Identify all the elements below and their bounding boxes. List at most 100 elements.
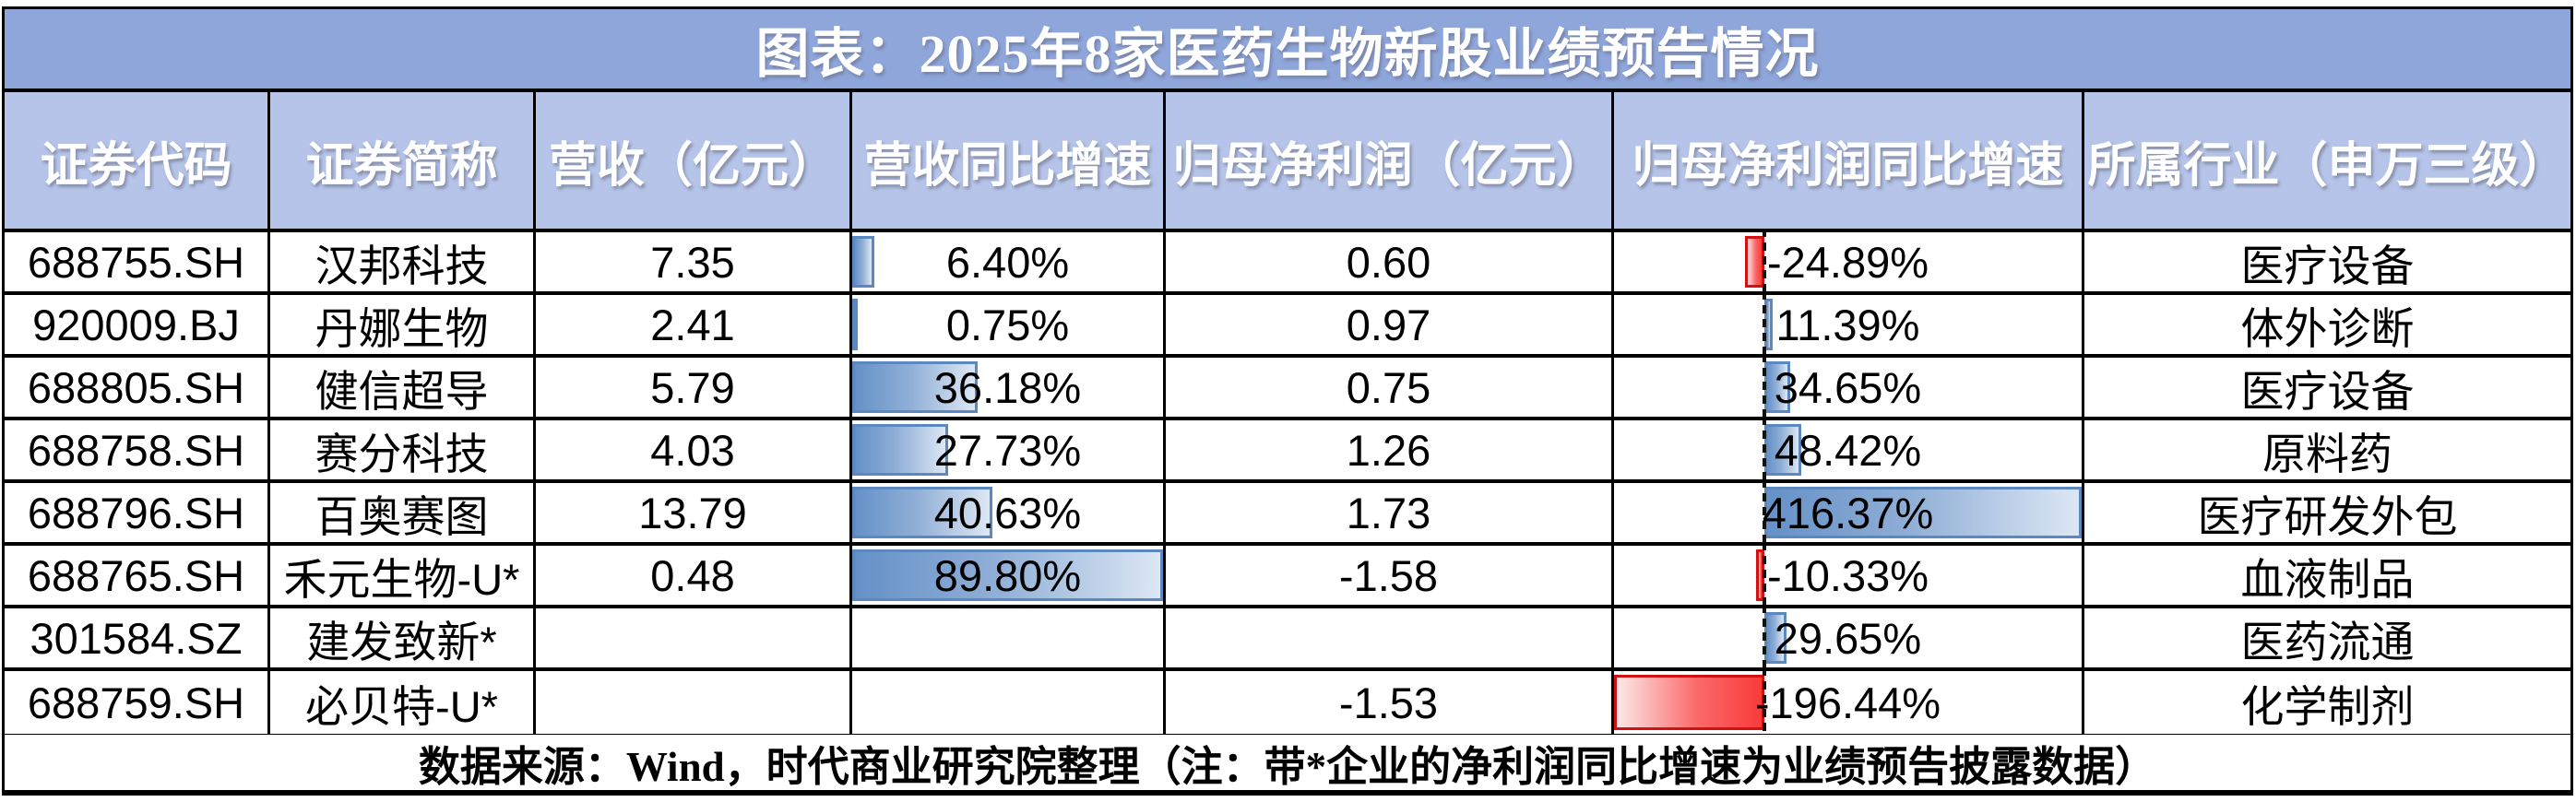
cell-profit-growth: -196.44% (1614, 671, 2084, 734)
cell-rev-growth: 36.18% (852, 358, 1166, 417)
cell-name: 建发致新* (270, 608, 536, 667)
table-row: 301584.SZ 建发致新* 29.65% 医药流通 (5, 608, 2570, 671)
cell-code-text: 920009.BJ (32, 300, 240, 349)
cell-code-text: 688759.SH (27, 678, 245, 727)
cell-name-text: 必贝特-U* (305, 681, 498, 731)
cell-profit: 0.60 (1166, 232, 1614, 291)
cell-profit-text: 0.60 (1346, 237, 1431, 287)
cell-revenue-text: 7.35 (650, 237, 735, 287)
header-cell-code: 证券代码 (5, 92, 270, 229)
cell-profit-growth-text: 11.39% (1775, 300, 1920, 349)
cell-name: 健信超导 (270, 358, 536, 417)
databar-positive (852, 548, 1163, 602)
cell-code-text: 688796.SH (27, 488, 245, 537)
cell-profit-text: 1.26 (1346, 425, 1431, 475)
cell-industry: 医疗研发外包 (2084, 483, 2570, 542)
cell-revenue-text: 2.41 (650, 300, 735, 349)
cell-code: 301584.SZ (5, 608, 270, 667)
cell-name-text: 汉邦科技 (315, 241, 489, 290)
cell-profit: 1.73 (1166, 483, 1614, 542)
zero-axis-line (1762, 483, 1766, 542)
cell-revenue (536, 671, 852, 734)
cell-name: 汉邦科技 (270, 232, 536, 291)
cell-code-text: 688765.SH (27, 550, 245, 600)
zero-axis-line (1762, 232, 1766, 291)
cell-rev-growth-text: 36.18% (933, 362, 1082, 412)
cell-rev-growth (852, 608, 1166, 667)
cell-profit-text: -1.53 (1338, 678, 1439, 727)
cell-profit-text: 0.75 (1346, 362, 1431, 412)
cell-profit-growth: 48.42% (1614, 420, 2084, 479)
cell-revenue: 7.35 (536, 232, 852, 291)
table-row: 688765.SH 禾元生物-U* 0.48 89.80% -1.58 -10.33% 血液… (5, 546, 2570, 608)
zero-axis-line (1762, 608, 1766, 667)
cell-name-text: 丹娜生物 (315, 303, 489, 353)
cell-profit-text: 0.97 (1346, 300, 1431, 349)
cell-industry-text: 原料药 (2262, 429, 2392, 478)
cell-profit-text: 1.73 (1346, 488, 1431, 537)
cell-rev-growth-text: 89.80% (933, 550, 1082, 600)
cell-profit-growth-text: -24.89% (1766, 237, 1929, 287)
cell-rev-growth: 40.63% (852, 483, 1166, 542)
cell-revenue-text: 0.48 (650, 550, 735, 600)
header-cell-industry: 所属行业（申万三级） (2087, 139, 2568, 193)
cell-name-text: 建发致新* (306, 617, 497, 666)
cell-name-text: 禾元生物-U* (283, 554, 520, 604)
cell-profit: -1.58 (1166, 546, 1614, 605)
cell-rev-growth: 89.80% (852, 546, 1166, 605)
cell-industry-text: 血液制品 (2240, 554, 2415, 604)
cell-rev-growth (852, 671, 1166, 734)
cell-profit-growth-text: 34.65% (1774, 362, 1922, 412)
cell-name-text: 赛分科技 (315, 429, 489, 478)
cell-industry: 原料药 (2084, 420, 2570, 479)
table-row: 688759.SH 必贝特-U* -1.53 -196.44% 化学制剂 (5, 671, 2570, 734)
cell-code: 688796.SH (5, 483, 270, 542)
zero-axis-line (1762, 546, 1766, 605)
table-row: 688805.SH 健信超导 5.79 36.18% 0.75 34.65% 医疗设备 (5, 358, 2570, 420)
cell-name: 必贝特-U* (270, 671, 536, 734)
cell-profit: -1.53 (1166, 671, 1614, 734)
header-cell-profit-growth: 归母净利润同比增速 (1614, 92, 2084, 229)
cell-revenue: 2.41 (536, 295, 852, 354)
cell-rev-growth-text: 27.73% (933, 425, 1082, 475)
cell-name: 禾元生物-U* (270, 546, 536, 605)
header-row: 证券代码 证券简称 营收（亿元） 营收同比增速 归母净利润（亿元） 归母净利润同… (5, 92, 2570, 232)
databar-positive (852, 486, 993, 539)
cell-rev-growth-text: 0.75% (945, 300, 1070, 349)
cell-profit (1166, 608, 1614, 667)
cell-profit-growth: -24.89% (1614, 232, 2084, 291)
table-body: 688755.SH 汉邦科技 7.35 6.40% 0.60 -24.89% 医疗设备 920… (5, 232, 2570, 734)
table-row: 920009.BJ 丹娜生物 2.41 0.75% 0.97 11.39% 体外诊断 (5, 295, 2570, 358)
cell-revenue (536, 608, 852, 667)
cell-industry-text: 医疗设备 (2240, 366, 2415, 416)
header-cell-rev-growth: 营收同比增速 (852, 92, 1166, 229)
cell-industry: 化学制剂 (2084, 671, 2570, 734)
cell-profit: 0.75 (1166, 358, 1614, 417)
cell-revenue-text: 5.79 (650, 362, 735, 412)
cell-rev-growth-text: 6.40% (945, 237, 1070, 287)
cell-revenue: 5.79 (536, 358, 852, 417)
cell-revenue: 13.79 (536, 483, 852, 542)
cell-industry: 体外诊断 (2084, 295, 2570, 354)
cell-industry-text: 体外诊断 (2240, 303, 2415, 353)
cell-code-text: 301584.SZ (30, 613, 243, 663)
cell-rev-growth-text: 40.63% (933, 488, 1082, 537)
cell-industry-text: 医疗研发外包 (2197, 491, 2458, 541)
databar-negative (1744, 235, 1764, 289)
table-row: 688758.SH 赛分科技 4.03 27.73% 1.26 48.42% 原料药 (5, 420, 2570, 483)
cell-name: 丹娜生物 (270, 295, 536, 354)
databar-positive (852, 235, 875, 289)
cell-code-text: 688755.SH (27, 237, 245, 287)
cell-profit-growth: 29.65% (1614, 608, 2084, 667)
cell-industry-text: 医疗设备 (2240, 241, 2415, 290)
databar-positive (852, 298, 858, 351)
cell-industry-text: 化学制剂 (2240, 681, 2415, 731)
cell-revenue-text: 13.79 (638, 488, 747, 537)
table-row: 688755.SH 汉邦科技 7.35 6.40% 0.60 -24.89% 医疗设备 (5, 232, 2570, 295)
cell-profit: 1.26 (1166, 420, 1614, 479)
cell-profit-growth: 34.65% (1614, 358, 2084, 417)
cell-revenue-text: 4.03 (650, 425, 735, 475)
cell-code: 688755.SH (5, 232, 270, 291)
cell-industry-text: 医药流通 (2240, 617, 2415, 666)
databar-positive (852, 360, 978, 414)
